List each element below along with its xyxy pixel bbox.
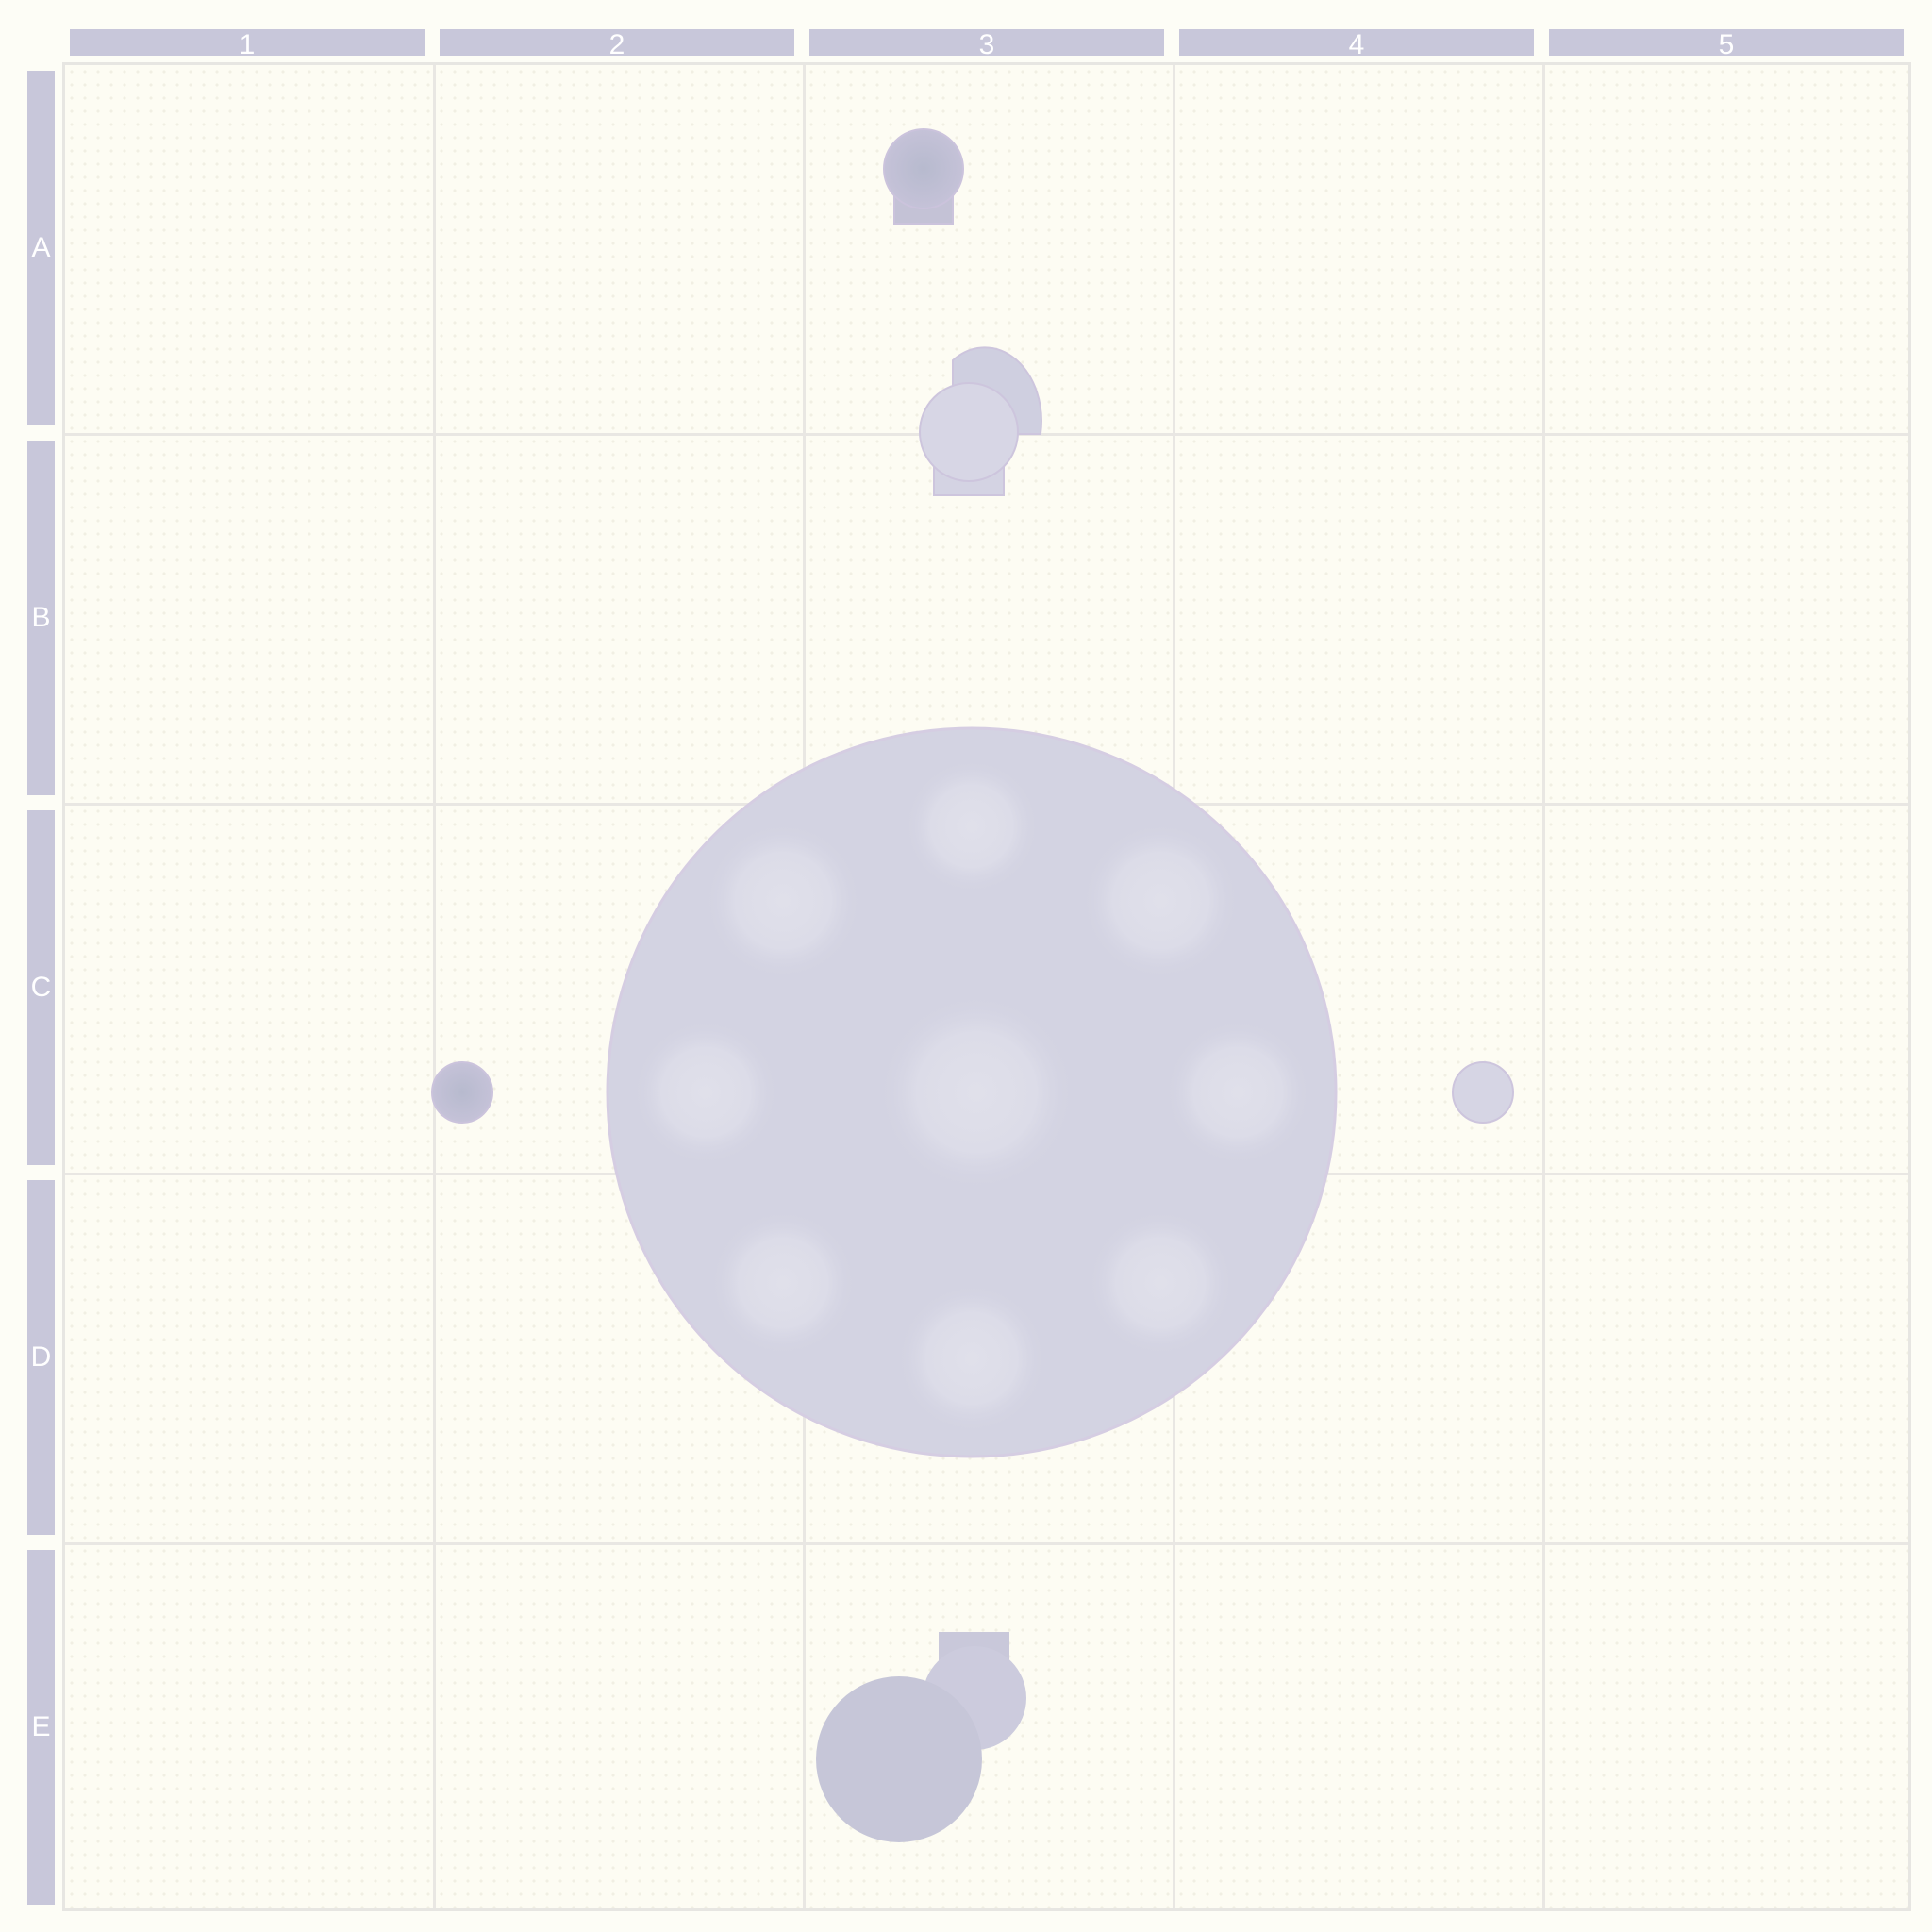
large-round-table[interactable] (606, 726, 1338, 1458)
row-header-c: C (27, 810, 55, 1165)
grid-line (1542, 65, 1545, 1908)
dark-token-a3[interactable] (883, 128, 964, 225)
row-header-a: A (27, 71, 55, 425)
table-seat (709, 1209, 857, 1357)
table-seat (632, 1019, 779, 1166)
table-seat (1164, 1019, 1311, 1166)
table-seat (896, 1283, 1047, 1434)
row-header-b: B (27, 441, 55, 795)
small-marker-c2[interactable] (431, 1061, 493, 1124)
column-header-3: 3 (809, 29, 1164, 60)
table-seat (1087, 1209, 1234, 1357)
grid-line (433, 65, 436, 1908)
column-header-1: 1 (70, 29, 425, 60)
large-token-e3[interactable] (816, 1632, 1026, 1842)
row-header-d: D (27, 1180, 55, 1535)
table-seat (704, 822, 862, 980)
light-token-b3[interactable] (919, 346, 1042, 496)
small-marker-c4[interactable] (1452, 1061, 1514, 1124)
grid-line (65, 1542, 1908, 1545)
table-seat (1081, 822, 1240, 980)
table-seat (877, 993, 1075, 1191)
column-header-4: 4 (1179, 29, 1534, 60)
row-header-e: E (27, 1550, 55, 1905)
column-header-2: 2 (440, 29, 794, 60)
column-header-5: 5 (1549, 29, 1904, 60)
table-seat (904, 758, 1040, 894)
